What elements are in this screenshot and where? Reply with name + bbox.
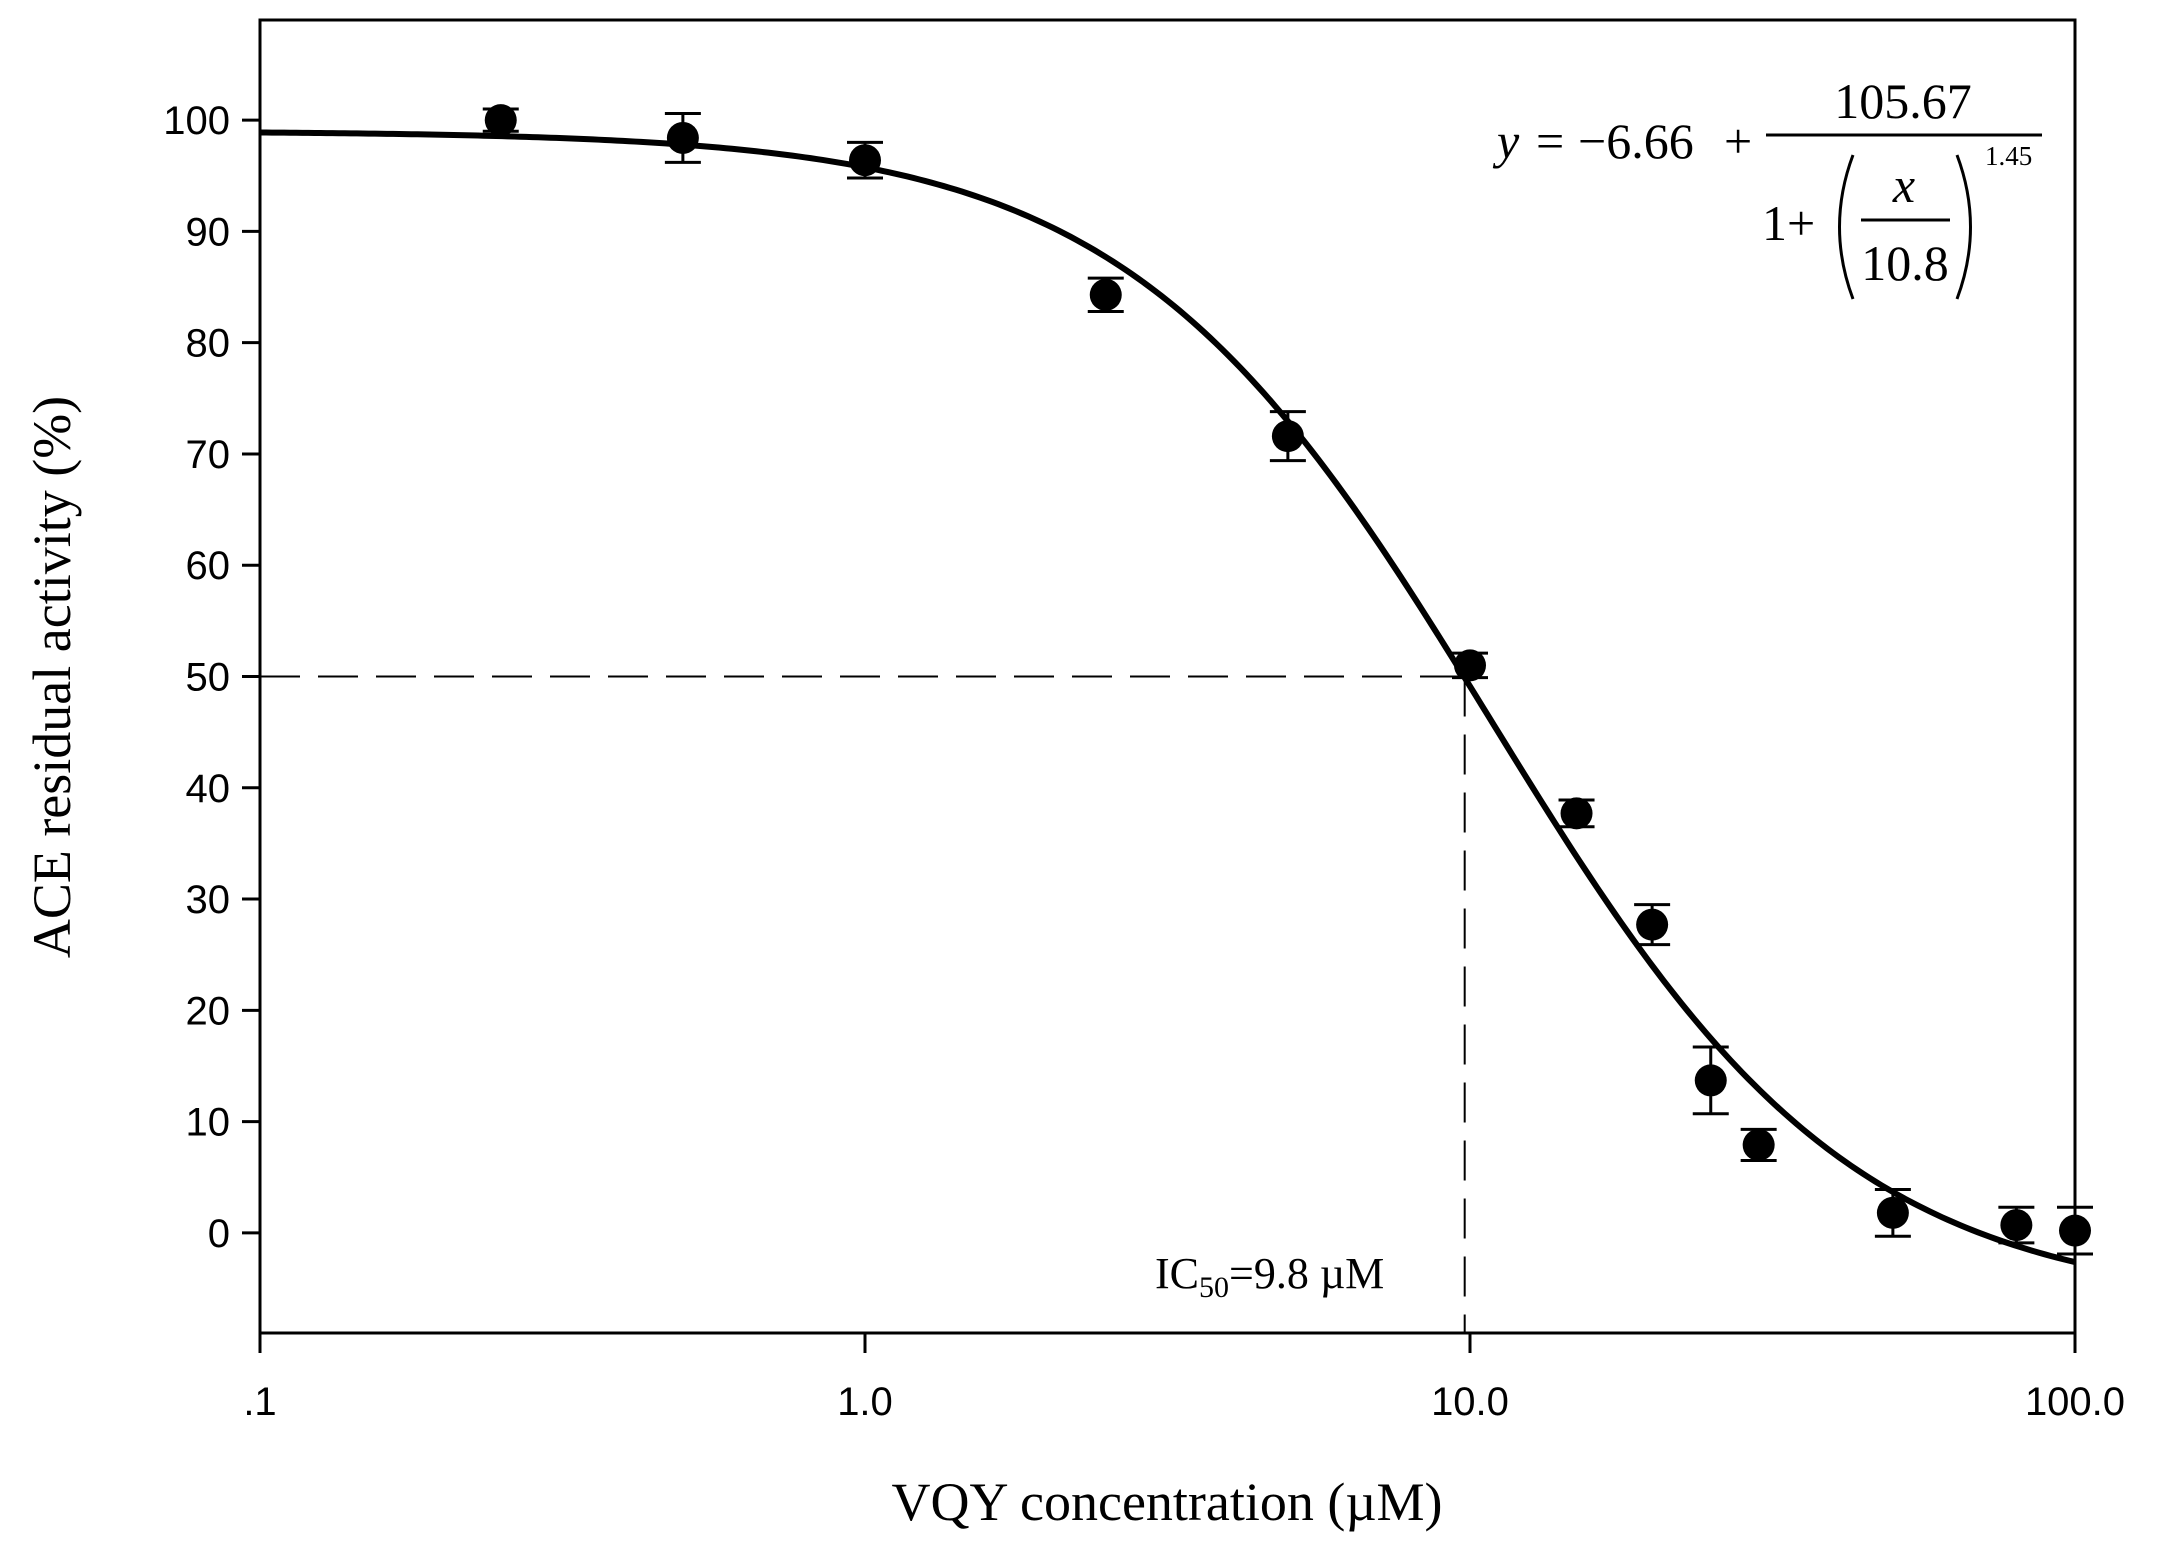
point-marker: [1089, 278, 1122, 311]
ic50-annotation: IC50=9.8 µM: [1155, 1249, 1384, 1304]
ic50-prefix: IC: [1155, 1249, 1199, 1298]
x-tick-label-1: 1.0: [837, 1380, 893, 1424]
y-axis: 0 10 20 30 40 50 60 70 80 90 100: [163, 99, 260, 1256]
equation-x-var: x: [1892, 157, 1915, 213]
y-tick-label-20: 20: [186, 989, 231, 1033]
equation-offset: −6.66: [1578, 113, 1694, 169]
x-axis-title: VQY concentration (µM): [892, 1472, 1443, 1532]
data-point: [847, 140, 883, 180]
data-point: [1558, 797, 1595, 830]
point-marker: [1271, 420, 1304, 453]
x-tick-label-0: .1: [243, 1380, 276, 1424]
data-point: [1087, 276, 1124, 314]
y-tick-label-10: 10: [186, 1101, 231, 1145]
y-tick-label-90: 90: [186, 210, 231, 254]
data-point: [1874, 1187, 1911, 1238]
equation-plus: +: [1724, 113, 1752, 169]
y-tick-label-40: 40: [186, 767, 231, 811]
point-marker: [1876, 1196, 1909, 1229]
y-tick-label-60: 60: [186, 544, 231, 588]
equation-left-paren: [1838, 154, 1855, 300]
point-marker: [2059, 1214, 2091, 1247]
y-tick-label-100: 100: [163, 99, 230, 143]
data-point: [1998, 1205, 2035, 1245]
data-point: [1740, 1127, 1777, 1163]
data-points: [482, 104, 2093, 1256]
equation-right-paren: [1955, 154, 1972, 300]
data-point: [1269, 410, 1306, 463]
point-marker: [1560, 797, 1593, 830]
y-tick-label-80: 80: [186, 322, 231, 366]
fit-curve: [259, 129, 2076, 1266]
y-tick-label-30: 30: [186, 878, 231, 922]
point-marker: [666, 121, 699, 154]
point-marker: [1694, 1064, 1727, 1097]
point-marker: [849, 144, 881, 177]
x-tick-label-3: 100.0: [2025, 1380, 2125, 1424]
svg-text:IC50=9.8 µM: IC50=9.8 µM: [1155, 1249, 1384, 1304]
data-point: [664, 111, 701, 164]
data-point: [1634, 903, 1671, 947]
point-marker: [1636, 908, 1669, 941]
ic50-value: =9.8 µM: [1229, 1249, 1384, 1298]
y-tick-label-0: 0: [208, 1212, 230, 1256]
data-point: [482, 104, 519, 137]
point-marker: [1742, 1128, 1775, 1161]
ic50-subscript: 50: [1199, 1271, 1229, 1304]
equation-x0: 10.8: [1861, 235, 1949, 291]
reference-lines: [260, 675, 1466, 1333]
point-marker: [2000, 1209, 2033, 1242]
y-axis-title: ACE residual activity (%): [22, 396, 82, 958]
equation-lhs: y: [1492, 113, 1520, 169]
x-axis: .1 1.0 10.0 100.0: [243, 1333, 2125, 1424]
data-point: [2057, 1205, 2093, 1256]
y-tick-label-70: 70: [186, 433, 231, 477]
x-tick-label-2: 10.0: [1431, 1380, 1509, 1424]
point-marker: [1454, 649, 1486, 682]
fit-equation: y = −6.66 + 105.67 1+ x 10.8 1.45: [1492, 73, 2042, 300]
y-tick-label-50: 50: [186, 656, 231, 700]
point-marker: [484, 104, 517, 137]
equation-exponent: 1.45: [1985, 141, 2032, 171]
data-point: [1452, 649, 1488, 682]
equation-one-plus: 1+: [1762, 195, 1815, 251]
equation-numerator: 105.67: [1834, 73, 1972, 129]
equation-eq-sign: =: [1536, 113, 1564, 169]
data-point: [1692, 1045, 1729, 1116]
